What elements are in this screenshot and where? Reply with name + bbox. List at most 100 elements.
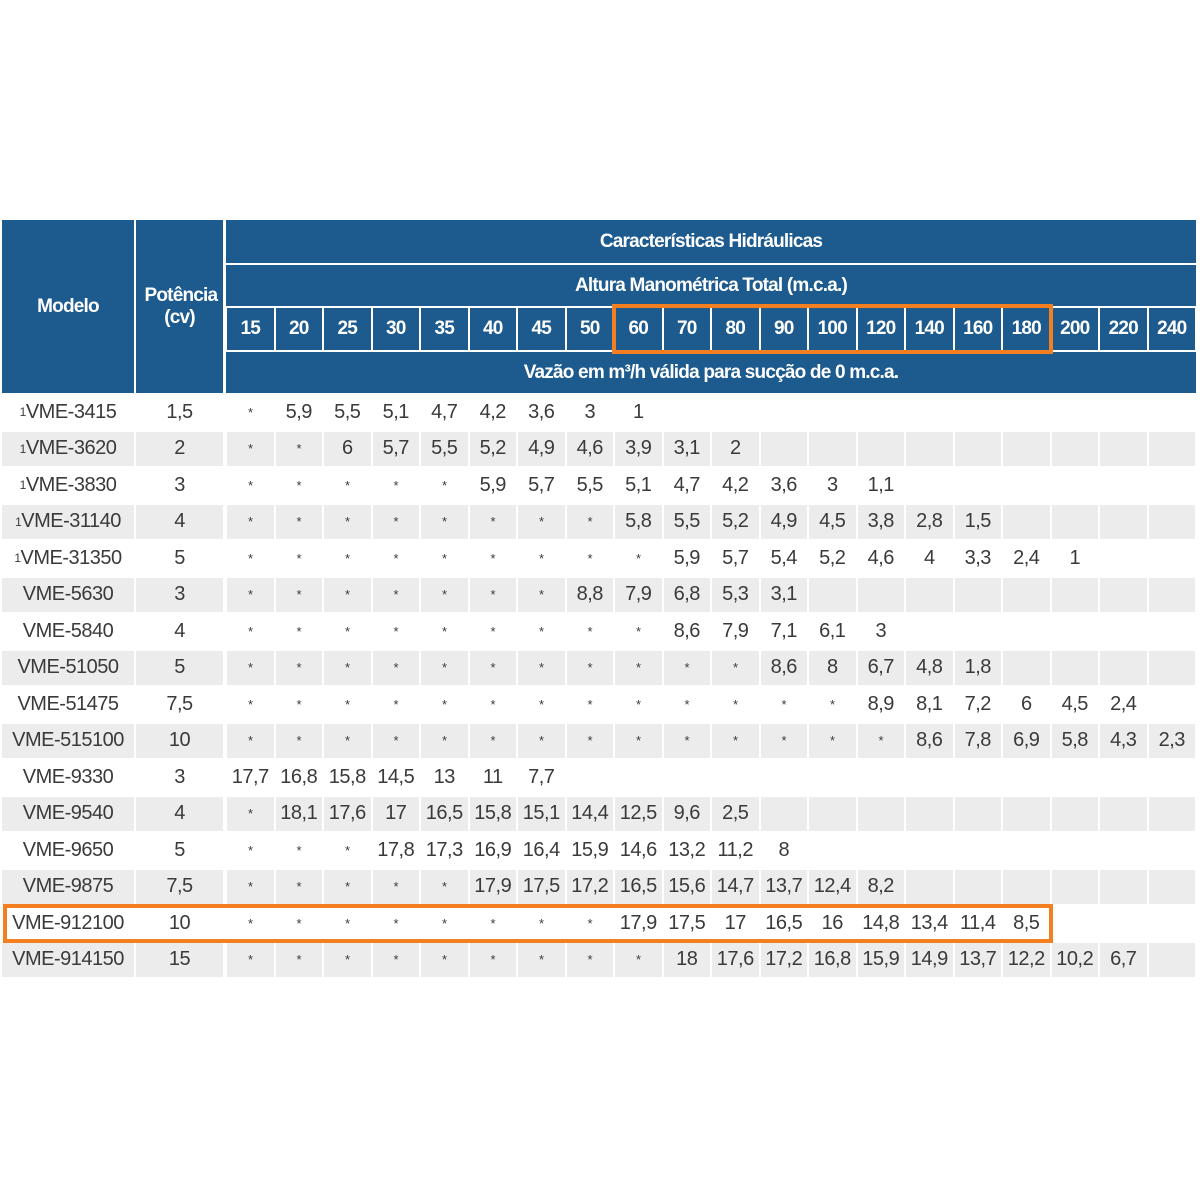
flow-value: 4: [906, 541, 953, 576]
flow-value: *: [518, 687, 565, 722]
empty-cell: [1003, 468, 1050, 503]
empty-cell: [760, 760, 807, 795]
flow-value: 3,9: [615, 431, 662, 466]
empty-cell: [1148, 504, 1195, 539]
flow-value: 8,6: [663, 614, 710, 649]
flow-value: 13,7: [760, 869, 807, 904]
flow-value: *: [372, 614, 419, 649]
empty-cell: [1003, 395, 1050, 430]
flow-value: 14,6: [615, 833, 662, 868]
flow-value: 3,6: [760, 468, 807, 503]
flow-value: *: [372, 541, 419, 576]
flow-value: *: [324, 577, 371, 612]
empty-cell: [1051, 504, 1098, 539]
footnote-mark: 1: [19, 441, 27, 456]
header-height: 30: [372, 308, 419, 350]
flow-value: 17,6: [712, 942, 759, 977]
flow-value: *: [469, 942, 516, 977]
empty-cell: [954, 468, 1001, 503]
model-name: VME-912100: [12, 911, 124, 934]
flow-value: 16,4: [518, 833, 565, 868]
flow-value: 15,8: [469, 796, 516, 831]
flow-value: 2,4: [1100, 687, 1147, 722]
flow-value: *: [324, 942, 371, 977]
footnote-mark: 1: [19, 405, 27, 420]
flow-value: 3,3: [954, 541, 1001, 576]
empty-cell: [1148, 468, 1195, 503]
flow-value: 13: [421, 760, 468, 795]
flow-value: *: [275, 723, 322, 758]
flow-value: 4,6: [857, 541, 904, 576]
flow-value: *: [469, 541, 516, 576]
empty-cell: [954, 760, 1001, 795]
model-name: VME-5630: [22, 583, 114, 606]
model-name: VME-3830: [25, 473, 117, 496]
flow-value: *: [566, 504, 613, 539]
empty-cell: [809, 833, 856, 868]
flow-value: *: [421, 468, 468, 503]
flow-value: *: [469, 504, 516, 539]
flow-value: *: [372, 723, 419, 758]
flow-value: 7,8: [954, 723, 1001, 758]
empty-cell: [1100, 395, 1147, 430]
flow-value: 6,7: [857, 650, 904, 685]
flow-value: 5,5: [663, 504, 710, 539]
flow-value: *: [518, 650, 565, 685]
empty-cell: [1148, 650, 1195, 685]
flow-value: 5,4: [760, 541, 807, 576]
header-title: Características Hidráulicas: [226, 220, 1196, 263]
model-cell: VME-51475: [2, 687, 134, 722]
flow-value: 4,5: [1051, 687, 1098, 722]
flow-value: 15,6: [663, 869, 710, 904]
empty-cell: [906, 577, 953, 612]
flow-value: 5,3: [712, 577, 759, 612]
flow-value: *: [227, 431, 274, 466]
power-cell: 5: [136, 541, 223, 576]
empty-cell: [663, 395, 710, 430]
model-cell: 1 VME-3415: [2, 395, 134, 430]
empty-cell: [809, 577, 856, 612]
power-cell: 4: [136, 796, 223, 831]
power-cell: 5: [136, 650, 223, 685]
flow-value: *: [227, 942, 274, 977]
header-height: 60: [615, 308, 662, 350]
model-name: VME-9540: [22, 802, 114, 825]
empty-cell: [1051, 760, 1098, 795]
empty-cell: [1148, 906, 1195, 941]
flow-value: 4,2: [469, 395, 516, 430]
flow-value: 17,3: [421, 833, 468, 868]
flow-value: 5,1: [372, 395, 419, 430]
flow-value: *: [421, 942, 468, 977]
model-name: VME-9330: [22, 765, 114, 788]
flow-value: *: [227, 687, 274, 722]
model-cell: 1 VME-31350: [2, 541, 134, 576]
flow-value: 5,7: [518, 468, 565, 503]
empty-cell: [857, 760, 904, 795]
empty-cell: [1051, 650, 1098, 685]
flow-value: 1,8: [954, 650, 1001, 685]
flow-value: *: [469, 906, 516, 941]
header-height: 20: [275, 308, 322, 350]
flow-value: 6: [1003, 687, 1050, 722]
model-cell: 1 VME-31140: [2, 504, 134, 539]
flow-value: 9,6: [663, 796, 710, 831]
empty-cell: [1003, 614, 1050, 649]
header-height: 160: [954, 308, 1001, 350]
empty-cell: [809, 395, 856, 430]
power-cell: 10: [136, 723, 223, 758]
flow-value: *: [663, 687, 710, 722]
flow-value: *: [615, 650, 662, 685]
empty-cell: [906, 614, 953, 649]
flow-value: 14,7: [712, 869, 759, 904]
flow-value: 8,1: [906, 687, 953, 722]
empty-cell: [954, 395, 1001, 430]
flow-value: 17,9: [469, 869, 516, 904]
empty-cell: [1148, 687, 1195, 722]
flow-value: 1,1: [857, 468, 904, 503]
flow-value: 5,5: [324, 395, 371, 430]
empty-cell: [1100, 541, 1147, 576]
flow-value: 6,1: [809, 614, 856, 649]
flow-value: *: [809, 723, 856, 758]
flow-value: *: [566, 723, 613, 758]
